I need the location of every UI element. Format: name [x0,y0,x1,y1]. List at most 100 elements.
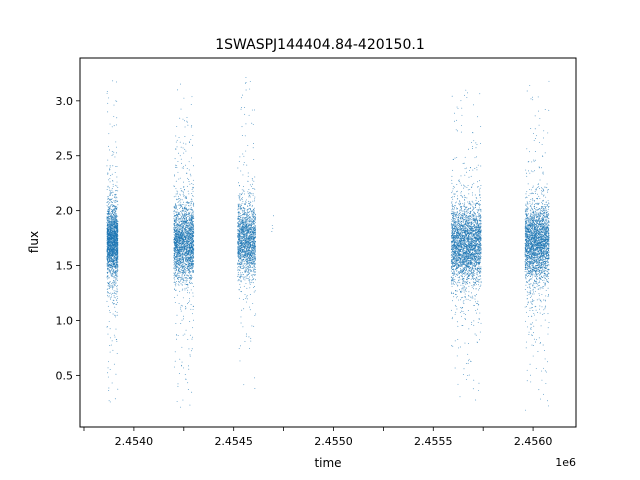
data-point [115,274,117,276]
data-point [183,249,184,251]
data-point [178,226,180,228]
data-point [109,223,110,225]
data-point [176,213,178,215]
data-point [181,204,183,206]
data-point [173,206,175,208]
data-point [183,269,184,271]
data-point [186,274,188,276]
data-point [107,271,109,273]
data-point [188,237,189,239]
data-point [176,266,178,268]
data-point [112,283,114,285]
data-point [192,271,194,273]
data-point [178,265,180,267]
data-point [251,232,253,234]
data-point [191,256,192,258]
data-point [248,219,250,221]
data-point [249,196,251,198]
data-point [108,255,109,257]
data-point [187,223,189,225]
data-point [189,271,191,273]
data-point [112,243,113,244]
data-point [108,282,109,284]
data-point [115,219,117,221]
data-point [116,219,118,221]
data-point [188,218,190,220]
data-point [106,204,108,206]
data-point [181,210,183,212]
data-point [112,259,114,261]
data-point [177,334,179,336]
data-point [185,219,187,221]
data-point [115,207,117,208]
data-point [189,263,191,265]
data-point [180,304,182,306]
data-point [106,189,108,191]
data-point [181,275,183,276]
data-point [247,267,249,269]
data-point [188,232,190,234]
data-point [180,269,182,271]
data-point [184,206,186,208]
data-point [181,270,183,272]
data-point [191,268,193,270]
data-point [192,308,194,310]
data-point [106,325,108,327]
data-point [189,221,191,223]
data-point [186,257,188,259]
data-point [193,249,195,251]
data-point [181,162,183,164]
data-point [192,134,194,136]
data-point [114,190,116,192]
data-point [114,239,116,241]
data-point [114,227,116,229]
data-point [248,279,250,281]
data-point [107,201,109,203]
data-point [116,221,118,223]
data-point [184,234,185,236]
data-point [108,218,110,220]
data-point [188,267,190,269]
data-point [178,281,179,283]
data-point [187,259,189,260]
data-point [182,264,183,266]
data-point [111,198,113,200]
data-point [182,288,184,290]
data-point [107,285,109,287]
data-point [191,338,193,340]
data-point [179,141,181,143]
data-point [175,285,177,287]
data-point [112,165,114,167]
data-point [191,282,193,284]
data-point [249,184,251,186]
data-point [175,323,177,325]
data-point [177,246,179,248]
data-point [115,277,117,279]
data-point [107,208,109,210]
data-point [108,261,110,263]
data-point [176,245,178,247]
data-point [175,251,177,253]
data-point [109,351,111,353]
data-point [106,251,108,252]
data-point [190,236,192,238]
data-point [112,265,114,267]
data-point [113,252,115,254]
data-point [108,233,110,234]
data-point [107,269,109,271]
data-point [111,276,113,278]
data-point [108,179,110,181]
data-point [178,197,180,199]
data-point [173,277,175,279]
data-point [113,257,115,259]
data-point [177,198,179,200]
data-point [107,111,109,113]
data-point [186,260,188,262]
data-point [174,279,176,281]
data-point [107,215,109,217]
data-point [253,270,255,272]
data-point [181,223,183,224]
data-point [185,250,187,252]
data-point [237,247,239,249]
data-point [182,233,184,234]
